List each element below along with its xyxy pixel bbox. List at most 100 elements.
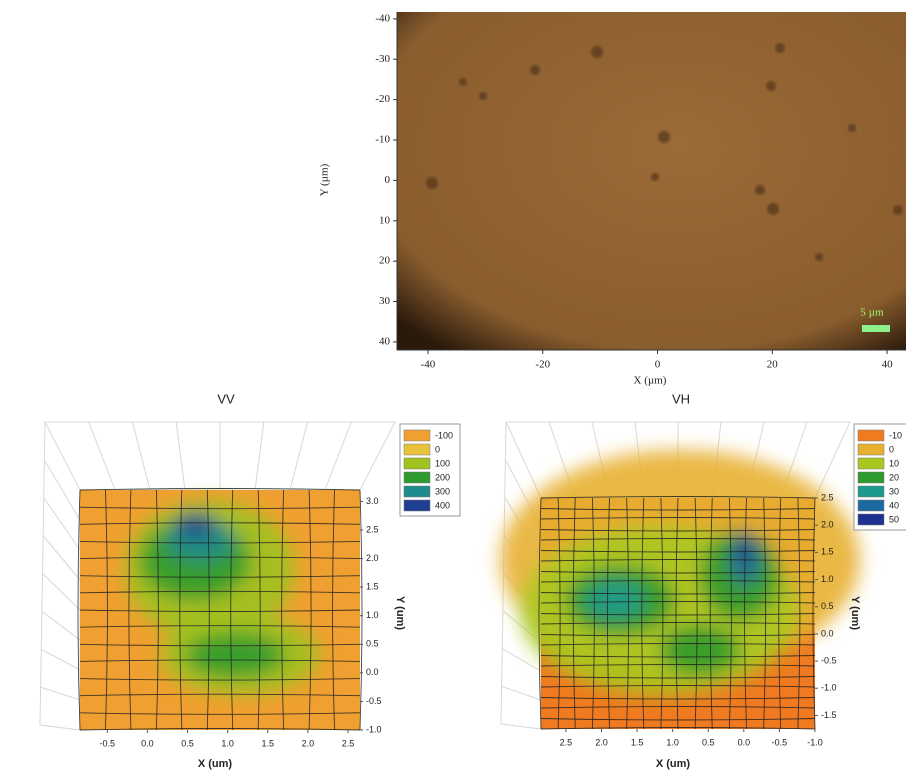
particle [848, 124, 856, 132]
x-tick-label: 2.5 [560, 737, 573, 747]
y-tick-label: -10 [375, 134, 390, 146]
particle [893, 205, 903, 215]
legend-swatch [404, 444, 430, 455]
x-tick-label: -20 [535, 359, 550, 371]
micrograph [397, 12, 906, 350]
y-tick-label: -1.0 [821, 683, 837, 693]
y-axis-label: Y (um) [394, 596, 406, 630]
x-tick-label: 0.5 [702, 737, 715, 747]
y-tick-label: 0.0 [821, 628, 834, 638]
y-tick-label: 2.5 [366, 524, 379, 534]
x-tick-label: 2.0 [302, 738, 315, 748]
figure: 5 µm -40 -20 0 20 40 -40 -30 -20 -100 10 20 30 40 X (µ… [0, 0, 906, 770]
x-axis-label: X (µm) [634, 375, 667, 387]
y-tick-label: 20 [379, 255, 391, 267]
y-tick-label: 2.0 [821, 520, 834, 530]
legend-label: 50 [889, 514, 899, 524]
wall-grid [133, 422, 151, 490]
y-tick-label: 40 [379, 335, 391, 347]
wall-grid [41, 687, 80, 700]
legend-swatch [858, 472, 884, 483]
chart-title: VV [217, 391, 235, 406]
particle [775, 43, 785, 53]
legend-swatch [404, 458, 430, 469]
y-tick-label: -30 [375, 53, 390, 65]
y-tick-label: 10 [379, 214, 391, 226]
x-tick-label: 1.5 [261, 738, 274, 748]
particle [766, 81, 776, 91]
legend-swatch [404, 486, 430, 497]
legend-swatch [858, 500, 884, 511]
x-tick-label: 1.0 [221, 738, 234, 748]
y-tick-label: 0.5 [366, 639, 379, 649]
y-tick-label: -1.5 [821, 710, 837, 720]
x-tick-label: -40 [421, 359, 436, 371]
y-tick-label: -20 [375, 93, 390, 105]
wall-grid [290, 422, 308, 490]
y-tick-label: 1.5 [821, 547, 834, 557]
y-axis-label: Y (um) [849, 596, 861, 630]
x-axis-label: X (um) [198, 758, 233, 770]
particle [658, 131, 670, 143]
x-tick-label: -1.0 [807, 737, 823, 747]
particle [591, 46, 603, 58]
y-tick-label: -1.0 [366, 724, 382, 734]
y-tick-label: 2.0 [366, 553, 379, 563]
y-tick-label: 0.0 [366, 667, 379, 677]
legend-swatch [404, 500, 430, 511]
legend-swatch [404, 472, 430, 483]
legend-label: 200 [435, 472, 450, 482]
y-tick-label: 1.0 [821, 574, 834, 584]
particle [755, 185, 765, 195]
y-tick-label: 1.5 [366, 582, 379, 592]
x-axis-label: X (um) [656, 758, 691, 770]
x-tick-label: -0.5 [772, 737, 788, 747]
legend-swatch [858, 486, 884, 497]
wall-grid [176, 422, 185, 490]
x-tick-label: 2.5 [342, 738, 355, 748]
legend-label: 0 [435, 444, 440, 454]
wall-grid [325, 422, 351, 490]
x-tick-label: 40 [882, 359, 894, 371]
y-tick-label: 30 [379, 295, 391, 307]
legend-label: 400 [435, 500, 450, 510]
y-axis-label: Y (µm) [319, 163, 331, 196]
legend-label: 30 [889, 486, 899, 496]
y-tick-label: -0.5 [821, 655, 837, 665]
scale-label: 5 µm [860, 307, 884, 319]
legend-label: -100 [435, 430, 453, 440]
y-tick-label: 0.5 [821, 601, 834, 611]
x-tick-label: 0.0 [141, 738, 154, 748]
y-tick-label: 3.0 [366, 496, 379, 506]
particle [459, 78, 467, 86]
legend-swatch [858, 514, 884, 525]
legend-swatch [858, 430, 884, 441]
x-tick-label: 20 [767, 359, 779, 371]
particle [530, 65, 540, 75]
scale-bar [862, 325, 890, 332]
legend-swatch [858, 444, 884, 455]
particle [426, 177, 438, 189]
legend-label: 40 [889, 500, 899, 510]
particle [479, 92, 487, 100]
x-tick-label: -0.5 [100, 738, 116, 748]
y-tick-label: -0.5 [366, 696, 382, 706]
particle [651, 173, 659, 181]
legend-label: 300 [435, 486, 450, 496]
wall-grid [89, 422, 115, 490]
wireframe [360, 490, 362, 730]
particle [767, 203, 779, 215]
wall-grid [502, 649, 541, 672]
x-tick-label: 1.0 [666, 737, 679, 747]
legend-label: -10 [889, 430, 902, 440]
y-tick-label: -40 [375, 12, 390, 24]
particle [815, 253, 823, 261]
x-tick-label: 0.5 [181, 738, 194, 748]
surface-region [185, 633, 285, 677]
surface-region [660, 625, 740, 675]
wall-grid [255, 422, 264, 490]
y-tick-label: 1.0 [366, 610, 379, 620]
wall-grid [44, 460, 80, 520]
wall-grid [41, 649, 80, 670]
x-tick-label: 1.5 [631, 737, 644, 747]
